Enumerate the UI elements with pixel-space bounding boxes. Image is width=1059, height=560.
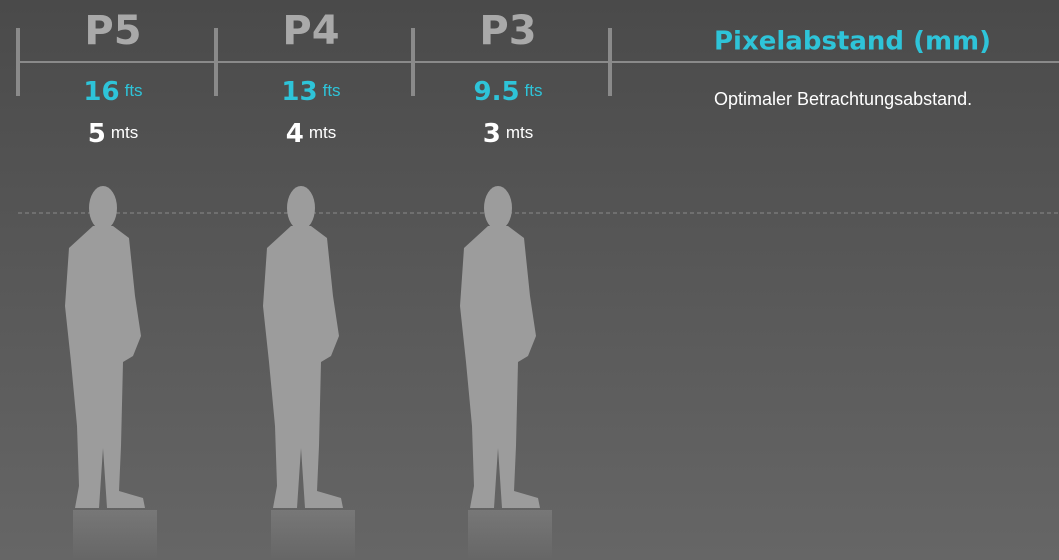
meters-unit: mts — [111, 123, 138, 142]
meters-unit: mts — [309, 123, 336, 142]
infographic: Pixelabstand (mm) Optimaler Betrachtungs… — [0, 0, 1059, 560]
pitch-label: P3 — [479, 8, 536, 54]
feet-unit: fts — [525, 81, 543, 100]
meters-value: 3 — [483, 119, 501, 149]
feet-unit: fts — [323, 81, 341, 100]
person-reflection — [468, 510, 552, 560]
feet-unit: fts — [125, 81, 143, 100]
pitch-label: P5 — [84, 8, 141, 54]
meters-unit: mts — [506, 123, 533, 142]
title: Pixelabstand (mm) — [714, 27, 991, 57]
feet-value: 16 — [83, 77, 119, 107]
feet-value: 9.5 — [473, 77, 519, 107]
person-reflection — [271, 510, 355, 560]
person-reflection — [73, 510, 157, 560]
subtitle: Optimaler Betrachtungsabstand. — [714, 89, 972, 109]
pitch-label: P4 — [282, 8, 339, 54]
meters-value: 4 — [286, 119, 304, 149]
meters-value: 5 — [88, 119, 106, 149]
feet-value: 13 — [281, 77, 317, 107]
